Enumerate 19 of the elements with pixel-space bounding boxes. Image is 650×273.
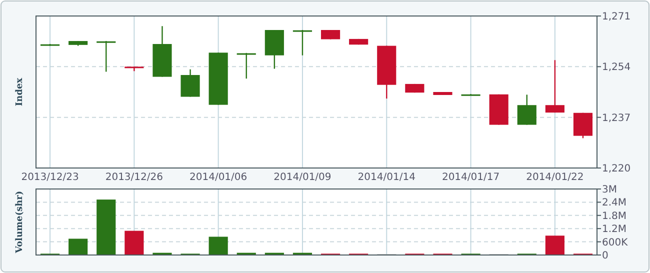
y-tick-label: 2.4M — [602, 198, 627, 209]
y-tick-label: 1.2M — [602, 224, 627, 236]
y-tick-label: 1,220 — [602, 164, 631, 174]
y-tick-label: 600K — [602, 237, 628, 248]
y-axis-title: Volume(shr) — [15, 190, 25, 254]
x-tick-label: 2014/01/14 — [358, 172, 416, 183]
y-tick-label: 3M — [602, 184, 617, 196]
y-tick-label: 1,254 — [602, 62, 631, 74]
y-tick-label: 0 — [602, 250, 608, 262]
y-tick-label: 1.8M — [602, 210, 627, 222]
y-tick-label: 1,271 — [602, 12, 631, 22]
y-tick-label: 1,237 — [602, 112, 631, 124]
x-tick-label: 2013/12/23 — [21, 172, 79, 183]
y-axis-title: Index — [15, 77, 25, 106]
x-tick-label: 2013/12/26 — [105, 172, 163, 183]
x-tick-label: 2014/01/09 — [274, 172, 332, 183]
x-tick-label: 2014/01/22 — [526, 172, 584, 183]
x-tick-label: 2014/01/06 — [190, 172, 248, 183]
x-tick-label: 2014/01/17 — [442, 172, 500, 183]
